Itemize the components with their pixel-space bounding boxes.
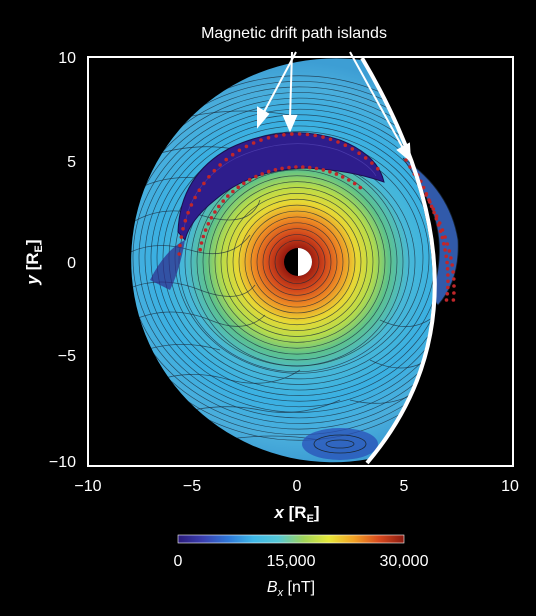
dark-region-left <box>150 240 185 290</box>
x-tick-labels: −10 −5 0 5 10 <box>74 478 519 495</box>
x-axis-label: x [RE] <box>273 503 319 525</box>
bottom-blob <box>302 428 378 460</box>
y-axis-unit: R <box>23 252 42 264</box>
y-axis-label: y [RE] <box>23 239 45 285</box>
colorbar-tick-labels: 0 15,000 30,000 <box>174 553 429 570</box>
island-main-dots <box>177 132 380 256</box>
y-axis-symbol: y <box>23 274 42 286</box>
y-tick-label: 5 <box>67 154 76 171</box>
colorbar-unit: [nT] <box>288 579 316 596</box>
colorbar-label: Bx [nT] <box>267 579 315 599</box>
y-axis-unit-sub: E <box>33 245 45 252</box>
annotation-arrows <box>257 51 412 163</box>
colorbar-symbol-sub: x <box>277 587 284 599</box>
y-tick-label: 10 <box>58 50 76 67</box>
plot-frame <box>87 56 514 467</box>
colorbar <box>177 534 405 544</box>
x-axis-unit-sub: E <box>307 513 314 525</box>
annotation-label: Magnetic drift path islands <box>201 25 387 42</box>
x-tick-label: −10 <box>74 478 101 495</box>
y-tick-label: −5 <box>58 348 76 365</box>
x-tick-label: −5 <box>183 478 201 495</box>
colorbar-symbol: B <box>267 579 278 596</box>
drift-island-main <box>177 132 385 242</box>
x-tick-label: 0 <box>293 478 302 495</box>
y-tick-label: −10 <box>49 454 76 471</box>
colorbar-tick-label: 0 <box>174 553 183 570</box>
colorbar-tick-label: 30,000 <box>380 553 429 570</box>
x-axis-symbol: x <box>273 503 285 522</box>
contour-lines <box>131 75 433 441</box>
x-tick-label: 5 <box>400 478 409 495</box>
x-axis-unit: R <box>294 503 306 522</box>
y-tick-label: 0 <box>67 255 76 272</box>
earth-symbol <box>284 248 312 276</box>
y-tick-labels: 10 5 0 −5 −10 <box>49 50 76 471</box>
x-tick-label: 10 <box>501 478 519 495</box>
magnetopause-boundary <box>360 56 437 465</box>
colorbar-tick-label: 15,000 <box>267 553 316 570</box>
